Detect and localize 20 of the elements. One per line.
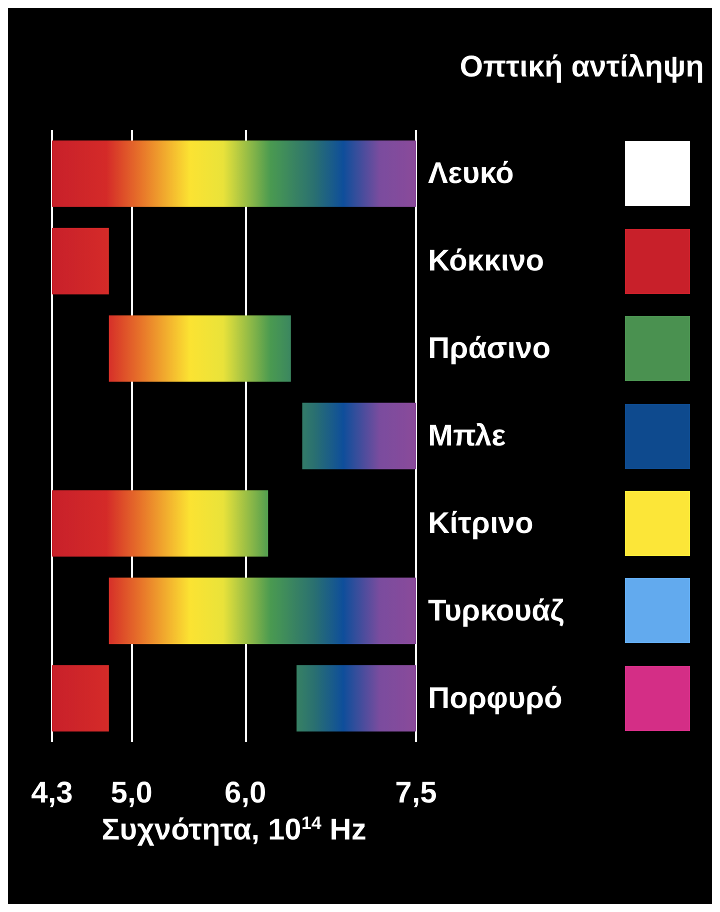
bar (52, 490, 268, 557)
x-tick-label: 5,0 (110, 776, 152, 810)
y-axis-title: Οπτική αντίληψη (460, 50, 704, 84)
bar (52, 228, 109, 294)
y-tick-label: Λευκό (428, 157, 514, 190)
bar (108, 578, 416, 644)
y-tick-label: Τυρκουάζ (428, 594, 564, 628)
bar (108, 315, 291, 382)
bar (52, 665, 109, 732)
y-tick-label: Μπλε (428, 420, 506, 452)
x-tick-label: 4,3 (31, 776, 73, 810)
bar (296, 665, 416, 732)
y-tick-label: Κίτρινο (428, 506, 534, 540)
x-tick-label: 6,0 (224, 776, 266, 810)
y-tick-label: Πράσινο (428, 332, 551, 366)
bar (52, 140, 416, 207)
y-tick-label: Κόκκινο (428, 244, 544, 278)
bar (302, 402, 416, 470)
x-tick-label: 7,5 (395, 776, 437, 810)
y-tick-label: Πορφυρό (428, 682, 562, 715)
